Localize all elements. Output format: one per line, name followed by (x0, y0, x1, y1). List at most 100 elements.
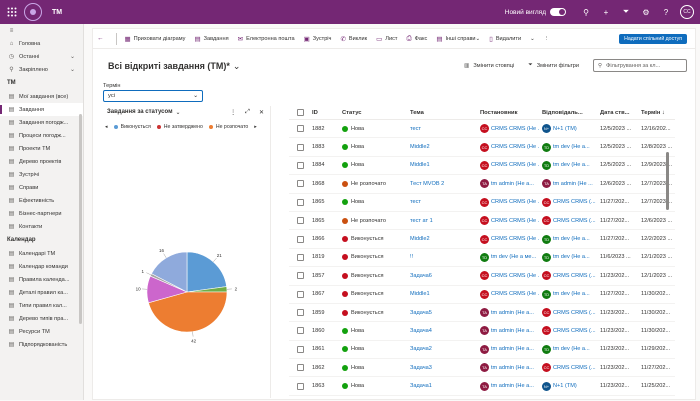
expand-icon[interactable]: ⤢ (245, 109, 250, 116)
user-link[interactable]: tm admin (Не а... (491, 383, 534, 389)
legend-item[interactable]: Не розпочато (209, 124, 248, 130)
sidebar-item[interactable]: ▤Завдання погодж... (0, 116, 83, 129)
row-checkbox[interactable] (297, 162, 304, 169)
user-link[interactable]: tm admin (Не а... (491, 365, 534, 371)
user-link[interactable]: tm admin (Не а... (491, 328, 534, 334)
col-created[interactable]: Дата ств... (597, 110, 638, 116)
command-button[interactable]: ▦Приховати діаграму (125, 35, 186, 43)
user-link[interactable]: CRMS CRMS (... (553, 273, 596, 279)
row-checkbox[interactable] (297, 291, 304, 298)
sidebar-item[interactable]: ▤Календар команди (0, 260, 83, 273)
sidebar-item[interactable]: ▤Справи (0, 181, 83, 194)
command-button[interactable]: ▯Видалити (489, 35, 521, 43)
sidebar-item[interactable]: ⌂Головна (0, 37, 83, 50)
command-button[interactable]: ▣Зустріч (304, 35, 332, 43)
sidebar-item[interactable]: ▤Типи правил кал... (0, 299, 83, 312)
close-icon[interactable]: ✕ (259, 109, 264, 116)
col-status[interactable]: Статус (339, 110, 407, 116)
search-icon[interactable]: ⚲ (576, 8, 596, 17)
row-checkbox[interactable] (297, 125, 304, 132)
cell-tema-link[interactable]: !! (407, 254, 477, 260)
sidebar-item[interactable]: ▤Мої завдання (все) (0, 90, 83, 103)
cell-tema-link[interactable]: Задача4 (407, 328, 477, 334)
row-checkbox[interactable] (297, 383, 304, 390)
sidebar-item[interactable]: ▤Деталі правил ка... (0, 286, 83, 299)
sidebar-item[interactable]: ▤Календарі TM (0, 247, 83, 260)
user-link[interactable]: CRMS CRMS (Не ... (491, 126, 539, 132)
view-title[interactable]: Всі відкриті завдання (TM)*⌄ (108, 61, 240, 72)
user-link[interactable]: CRMS CRMS (... (553, 199, 596, 205)
sidebar-item[interactable]: ◷Останні⌄ (0, 50, 83, 63)
row-checkbox[interactable] (297, 309, 304, 316)
keyword-filter-input[interactable]: ⚲Фільтрування за кл... (593, 59, 687, 72)
sidebar-item[interactable]: ▤Зустрічі (0, 168, 83, 181)
help-icon[interactable]: ? (656, 8, 676, 17)
sidebar-item[interactable]: ▤Бізнес-партнери (0, 207, 83, 220)
cell-tema-link[interactable]: Задача5 (407, 310, 477, 316)
user-link[interactable]: tm dev (Не а... (553, 162, 590, 168)
more-commands-button[interactable]: ⌄ (530, 36, 535, 42)
legend-next-button[interactable]: ▸ (254, 124, 257, 130)
row-checkbox[interactable] (297, 364, 304, 371)
user-link[interactable]: CRMS CRMS (Не ... (491, 144, 539, 150)
sidebar-item[interactable]: ▤Проекти TM (0, 142, 83, 155)
sidebar-item[interactable]: ▤Дерево проектів (0, 155, 83, 168)
select-all-checkbox[interactable] (297, 109, 304, 116)
user-link[interactable]: tm admin (Не ... (553, 181, 593, 187)
legend-prev-button[interactable]: ◂ (105, 124, 108, 130)
sidebar-scrollbar[interactable] (79, 114, 82, 324)
cell-tema-link[interactable]: тест (407, 126, 477, 132)
user-link[interactable]: CRMS CRMS (Не ... (491, 236, 539, 242)
row-checkbox[interactable] (297, 199, 304, 206)
user-link[interactable]: tm dev (Не а ме... (491, 254, 536, 260)
user-link[interactable]: CRMS CRMS (... (553, 328, 596, 334)
cell-tema-link[interactable]: тест ат 1 (407, 218, 477, 224)
sidebar-item[interactable]: ▤Підпорядкованість (0, 338, 83, 351)
sidebar-item[interactable]: ▤Контакти (0, 220, 83, 233)
cell-resp[interactable]: N+N+1 (TM) (539, 124, 597, 133)
back-button[interactable]: ← (97, 35, 107, 42)
user-link[interactable]: tm dev (Не а... (553, 291, 590, 297)
command-button[interactable]: ▤Інші справи⌄ (436, 35, 480, 43)
share-button[interactable]: Надати спільний доступ (619, 34, 687, 44)
cell-resp[interactable]: N+N+1 (TM) (539, 382, 597, 391)
row-checkbox[interactable] (297, 236, 304, 243)
user-link[interactable]: CRMS CRMS (... (553, 365, 596, 371)
user-link[interactable]: tm dev (Не а... (553, 346, 590, 352)
command-button[interactable]: ✆Виклик (340, 35, 367, 43)
sidebar-item[interactable]: ▤Ефективність (0, 194, 83, 207)
grid-scrollbar[interactable] (666, 152, 669, 210)
sidebar-item[interactable]: ▤Дерево типів пра... (0, 312, 83, 325)
row-checkbox[interactable] (297, 272, 304, 279)
user-link[interactable]: CRMS CRMS (... (553, 310, 596, 316)
user-link[interactable]: tm admin (Не а... (491, 310, 534, 316)
sidebar-menu-toggle[interactable]: ≡ (0, 24, 83, 37)
user-link[interactable]: tm admin (Не а... (491, 181, 534, 187)
